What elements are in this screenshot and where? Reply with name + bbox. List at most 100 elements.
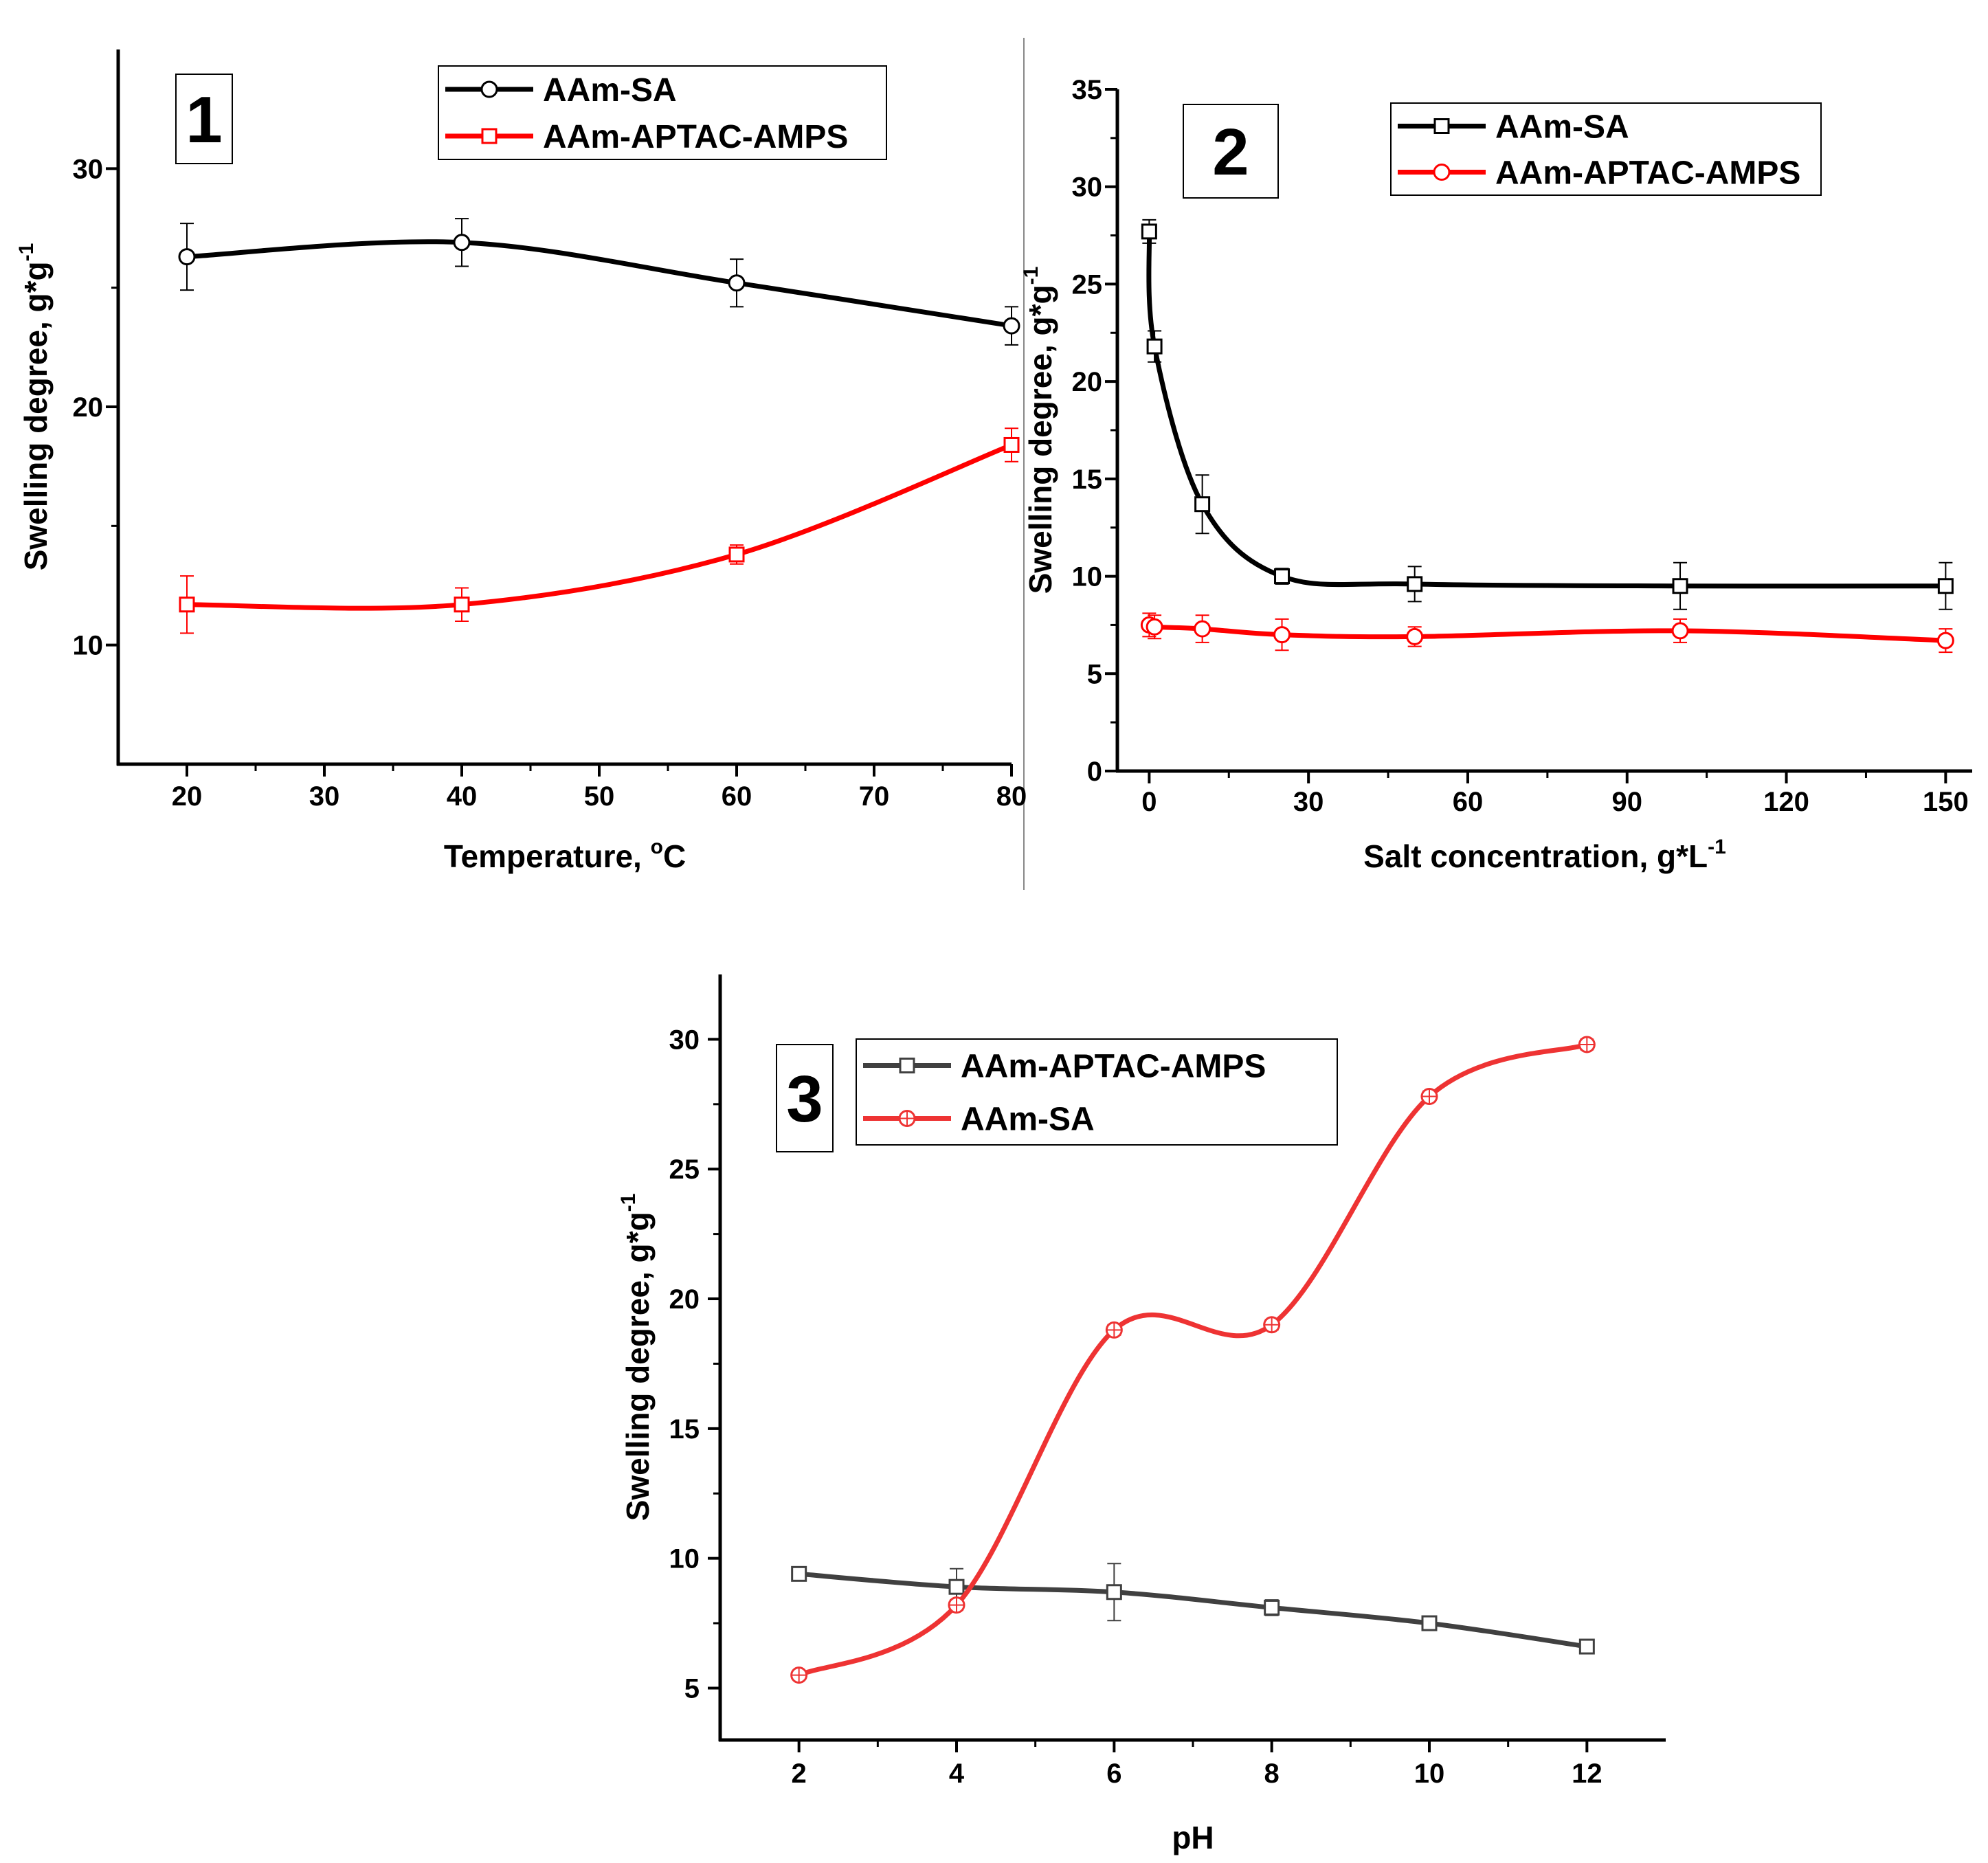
- y-tick-label: 10: [669, 1544, 700, 1574]
- legend-marker: [1433, 118, 1450, 134]
- data-point-aam-sa: [1420, 1087, 1438, 1105]
- panel-number: 2: [1212, 115, 1249, 189]
- data-point-aam-aptac-amps: [1273, 626, 1291, 644]
- data-point-aam-aptac-amps: [1003, 436, 1020, 453]
- panel-number-box: [1183, 104, 1279, 199]
- x-tick-label: 6: [1106, 1759, 1121, 1789]
- x-tick-label: 60: [722, 781, 752, 812]
- y-axis-title-text: Swelling degree, g*g: [1023, 285, 1058, 594]
- x-tick-label: 40: [447, 781, 478, 812]
- data-point-aam-sa: [1105, 1321, 1123, 1339]
- y-tick-label: 0: [1087, 757, 1102, 787]
- x-axis-title-sup: o: [651, 836, 663, 858]
- x-axis-title-sup: -1: [1708, 836, 1726, 858]
- data-point-aam-aptac-amps: [454, 596, 470, 613]
- panel-number-box: [776, 1044, 834, 1152]
- y-axis-title-text: Swelling degree, g*g: [620, 1212, 656, 1521]
- x-tick-label: 20: [172, 781, 203, 812]
- x-tick-label: 70: [859, 781, 890, 812]
- x-tick-label: 60: [1453, 787, 1484, 817]
- x-axis-title-text: Temperature,: [444, 838, 651, 874]
- x-axis-title: Temperature, oC: [444, 836, 686, 874]
- data-point-aam-sa: [1274, 568, 1291, 585]
- y-tick-label: 35: [1072, 75, 1103, 105]
- x-tick-label: 8: [1264, 1759, 1280, 1789]
- y-tick-label: 25: [1072, 269, 1103, 300]
- y-tick-label: 15: [669, 1414, 700, 1444]
- x-tick-label: 10: [1414, 1759, 1445, 1789]
- legend-box: [438, 65, 887, 160]
- y-axis-title-text: Swelling degree, g*g: [18, 261, 54, 570]
- data-point-aam-sa: [1578, 1036, 1596, 1053]
- y-tick-label: 5: [684, 1673, 700, 1704]
- data-point-aam-sa: [453, 234, 471, 252]
- panel-number-box: [175, 74, 233, 164]
- panel-number: 3: [786, 1062, 823, 1136]
- y-tick-label: 5: [1087, 659, 1102, 689]
- legend-marker: [480, 80, 498, 98]
- x-axis-title: Salt concentration, g*L-1: [1363, 836, 1726, 874]
- data-point-aam-sa: [1407, 576, 1423, 592]
- series-aam-sa: [790, 1036, 1596, 1684]
- y-tick-label: 20: [669, 1284, 700, 1315]
- legend: AAm-APTAC-AMPS AAm-SA: [856, 1038, 1338, 1146]
- x-axis-title: pH: [1172, 1820, 1214, 1855]
- legend: AAm-SA AAm-APTAC-AMPS: [1390, 102, 1822, 196]
- y-axis-title: Swelling degree, g*g-1: [1020, 267, 1058, 594]
- series-line-aam-aptac-amps: [796, 1571, 1589, 1649]
- data-point-aam-aptac-amps: [1421, 1615, 1438, 1631]
- x-tick-label: 150: [1923, 787, 1969, 817]
- y-axis-title-sup: -1: [617, 1194, 640, 1212]
- x-tick-label: 4: [949, 1759, 965, 1789]
- data-point-aam-sa: [1003, 317, 1020, 335]
- y-axis-title: Swelling degree, g*g-1: [15, 243, 54, 571]
- legend-marker: [1433, 164, 1451, 181]
- data-point-aam-sa: [1937, 578, 1954, 594]
- x-tick-label: 0: [1141, 787, 1157, 817]
- data-point-aam-aptac-amps: [791, 1565, 807, 1582]
- data-point-aam-aptac-amps: [948, 1578, 965, 1595]
- legend-box: [856, 1038, 1338, 1146]
- x-tick-label: 30: [1293, 787, 1324, 817]
- data-point-aam-sa: [1194, 496, 1211, 513]
- y-tick-label: 10: [1072, 562, 1103, 592]
- data-point-aam-aptac-amps: [1146, 618, 1163, 636]
- data-point-aam-aptac-amps: [728, 546, 745, 563]
- y-tick-label: 15: [1072, 465, 1103, 495]
- series-line-aam-sa: [1146, 229, 1948, 589]
- data-point-aam-aptac-amps: [1106, 1584, 1122, 1600]
- series-line-aam-sa: [184, 239, 1014, 328]
- legend-label: AAm-APTAC-AMPS: [543, 119, 848, 155]
- data-point-aam-aptac-amps: [1194, 620, 1211, 638]
- data-point-aam-sa: [1146, 338, 1163, 355]
- series-aam-aptac-amps: [1140, 612, 1954, 654]
- legend-label: AAm-APTAC-AMPS: [1495, 155, 1800, 192]
- x-axis-title-text: Salt concentration, g*L: [1363, 838, 1708, 874]
- legend-marker: [481, 128, 498, 144]
- data-point-aam-aptac-amps: [1671, 622, 1689, 640]
- data-point-aam-sa: [728, 274, 746, 292]
- x-tick-label: 120: [1763, 787, 1809, 817]
- data-point-aam-sa: [1141, 223, 1157, 240]
- data-point-aam-sa: [948, 1596, 965, 1614]
- chart-temperature: 20 30 40 50 60 70 80 10 20 30 Temperature, oC Swell…: [15, 49, 1027, 874]
- x-axis-title-text: pH: [1172, 1820, 1214, 1855]
- y-tick-label: 30: [1072, 172, 1103, 203]
- series-aam-aptac-amps: [179, 427, 1020, 634]
- data-point-aam-aptac-amps: [1936, 632, 1954, 649]
- y-axis-title-sup: -1: [1020, 267, 1042, 285]
- y-axis-title-sup: -1: [15, 243, 38, 262]
- y-tick-label: 20: [1072, 367, 1103, 397]
- x-tick-label: 30: [309, 781, 340, 812]
- y-axis-title: Swelling degree, g*g-1: [617, 1194, 656, 1521]
- data-point-aam-sa: [178, 248, 196, 266]
- data-point-aam-aptac-amps: [1578, 1638, 1595, 1655]
- data-point-aam-aptac-amps: [1406, 627, 1424, 645]
- legend: AAm-SA AAm-APTAC-AMPS: [438, 65, 887, 160]
- data-point-aam-sa: [1672, 578, 1688, 594]
- legend-marker: [899, 1058, 915, 1073]
- x-axis-title-suffix: C: [663, 838, 686, 874]
- y-tick-label: 10: [73, 631, 104, 661]
- y-tick-label: 25: [669, 1154, 700, 1185]
- series-aam-sa: [178, 218, 1020, 346]
